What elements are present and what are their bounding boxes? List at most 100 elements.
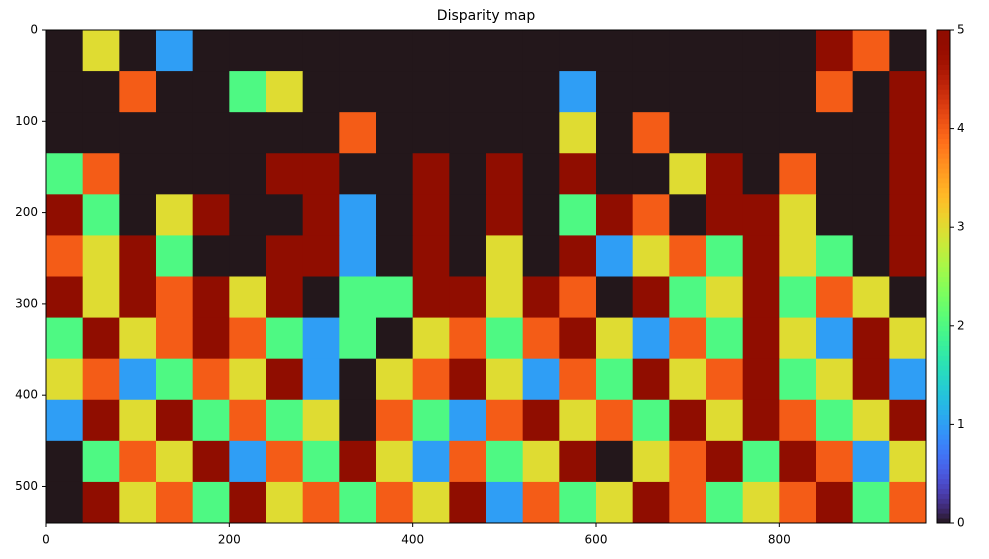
pixel-cell xyxy=(486,399,524,442)
pixel-cell xyxy=(376,276,414,319)
pixel-cell xyxy=(779,30,817,72)
pixel-cell xyxy=(192,71,230,113)
colorbar-segment xyxy=(937,434,950,440)
pixel-cell xyxy=(82,481,120,524)
colorbar-segment xyxy=(937,241,950,248)
pixel-cell xyxy=(192,112,230,154)
pixel-cell xyxy=(816,317,854,360)
pixel-cell xyxy=(596,194,634,236)
colorbar-segment xyxy=(937,488,950,494)
colorbar-segment xyxy=(937,483,950,489)
colorbar-segment xyxy=(937,340,950,347)
pixel-cell xyxy=(559,235,597,277)
colorbar-segment xyxy=(937,34,950,41)
pixel-cell xyxy=(449,71,487,113)
pixel-cell xyxy=(156,481,194,524)
pixel-cell xyxy=(82,317,120,360)
pixel-cell xyxy=(596,112,634,154)
plot-frame xyxy=(45,29,927,524)
pixel-cell xyxy=(376,358,414,401)
pixel-cell xyxy=(559,481,597,524)
colorbar-tick-label: 4 xyxy=(957,121,965,135)
pixel-cell xyxy=(82,112,120,154)
pixel-cell xyxy=(559,112,597,154)
colorbar-segment xyxy=(937,251,950,258)
pixel-cell xyxy=(852,153,890,195)
pixel-cell xyxy=(706,235,744,277)
pixel-cell xyxy=(522,235,560,277)
pixel-cell xyxy=(192,153,230,195)
colorbar-segment xyxy=(937,345,950,351)
colorbar-tick-label: 1 xyxy=(957,417,965,431)
pixel-cell xyxy=(339,399,377,442)
pixel-cell xyxy=(486,194,524,236)
colorbar-segment xyxy=(937,39,950,46)
colorbar-segment xyxy=(937,281,950,287)
colorbar-tick-label: 3 xyxy=(957,220,965,234)
pixel-cell xyxy=(706,112,744,154)
pixel-cell xyxy=(522,194,560,236)
pixel-cell xyxy=(302,235,340,277)
colorbar-segment xyxy=(937,453,950,460)
pixel-cell xyxy=(852,112,890,154)
colorbar-segment xyxy=(937,103,950,110)
pixel-cell xyxy=(779,358,817,401)
pixel-cell xyxy=(119,194,157,236)
pixel-cell xyxy=(852,481,890,524)
pixel-cell xyxy=(156,71,194,113)
pixel-cell xyxy=(706,194,744,236)
colorbar-segment xyxy=(937,399,950,406)
pixel-cell xyxy=(229,235,267,277)
pixel-cell xyxy=(669,399,707,442)
pixel-cell xyxy=(669,153,707,195)
colorbar-segment xyxy=(937,315,950,322)
pixel-cell xyxy=(889,30,927,72)
pixel-cell xyxy=(46,71,84,113)
pixel-cell xyxy=(742,440,780,483)
pixel-cell xyxy=(339,358,377,401)
pixel-cell xyxy=(632,194,670,236)
pixel-cell xyxy=(522,71,560,113)
pixel-cell xyxy=(742,481,780,524)
colorbar-segment xyxy=(937,325,950,332)
pixel-cell xyxy=(46,317,84,360)
pixel-cell xyxy=(889,276,927,319)
colorbar-segment xyxy=(937,237,950,243)
pixel-cell xyxy=(559,399,597,442)
x-tick-label: 200 xyxy=(218,533,241,547)
y-tick-label: 0 xyxy=(30,23,38,37)
pixel-cell xyxy=(742,276,780,319)
pixel-cell xyxy=(779,235,817,277)
pixel-cell xyxy=(156,30,194,72)
pixel-cell xyxy=(412,194,450,236)
colorbar-segment xyxy=(937,74,950,80)
colorbar-segment xyxy=(937,394,950,401)
colorbar-segment xyxy=(937,498,950,504)
pixel-cell xyxy=(302,317,340,360)
colorbar-segment xyxy=(937,404,950,411)
pixel-cell xyxy=(339,481,377,524)
colorbar-segment xyxy=(937,158,950,164)
pixel-cell xyxy=(339,440,377,483)
colorbar-segment xyxy=(937,493,950,499)
colorbar-segment xyxy=(937,286,950,292)
colorbar-segment xyxy=(937,99,950,105)
colorbar-segment xyxy=(937,429,950,435)
colorbar-segment xyxy=(937,118,950,125)
pixel-cell xyxy=(192,30,230,72)
pixel-cell xyxy=(632,358,670,401)
pixel-cell xyxy=(632,317,670,360)
colorbar-segment xyxy=(937,113,950,120)
pixel-cell xyxy=(742,112,780,154)
colorbar-segment xyxy=(937,163,950,169)
pixel-cell xyxy=(376,153,414,195)
pixel-cell xyxy=(302,358,340,401)
y-tick-label: 500 xyxy=(15,479,38,493)
pixel-cell xyxy=(632,71,670,113)
pixel-cell xyxy=(596,399,634,442)
pixel-cell xyxy=(486,276,524,319)
pixel-cell xyxy=(522,317,560,360)
colorbar-segment xyxy=(937,409,950,416)
pixel-cell xyxy=(192,194,230,236)
